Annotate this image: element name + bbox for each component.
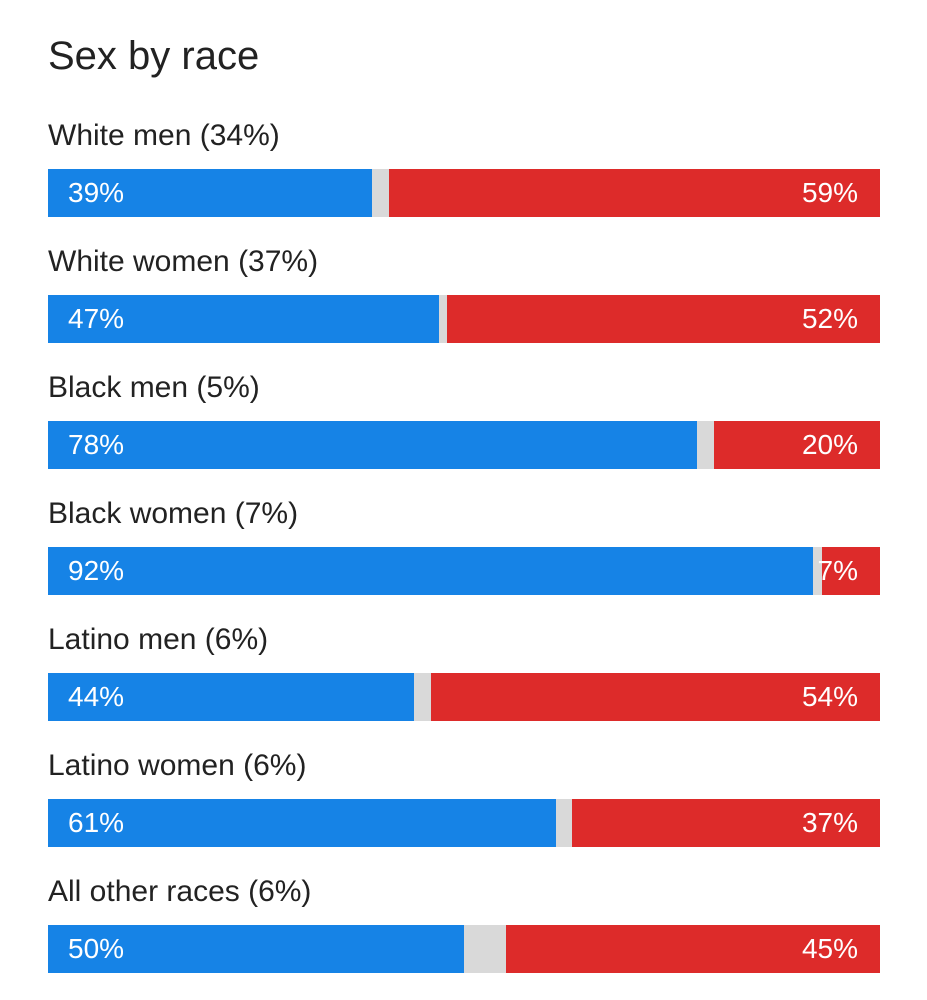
data-label-dem: 50% — [68, 933, 125, 964]
bar-segment-dem — [48, 547, 814, 595]
bar-segment-rep — [821, 547, 880, 595]
chart-title: Sex by race — [48, 34, 260, 78]
bar-segment-dem — [48, 295, 440, 343]
category-label: Black women (7%) — [48, 497, 299, 530]
bar-track: 50% 45% — [48, 925, 880, 973]
bar-segment-rep — [430, 673, 880, 721]
category-label: White women (37%) — [48, 245, 319, 278]
bar-segment-dem — [48, 799, 556, 847]
bar-track: 44% 54% — [48, 673, 880, 721]
data-label-rep: 52% — [801, 303, 858, 334]
category-label: Latino women (6%) — [48, 749, 307, 782]
bar-segment-rep — [713, 421, 880, 469]
data-label-dem: 47% — [68, 303, 125, 334]
category-label: Black men (5%) — [48, 371, 260, 404]
data-label-rep: 45% — [801, 933, 858, 964]
data-label-dem: 39% — [68, 177, 125, 208]
bar-track: 39% 59% — [48, 169, 880, 217]
data-label-rep: 54% — [801, 681, 858, 712]
bar-segment-dem — [48, 925, 464, 973]
bar-segment-rep — [572, 799, 880, 847]
bar-segment-rep — [389, 169, 880, 217]
bar-segment-dem — [48, 673, 415, 721]
data-label-rep: 20% — [801, 429, 858, 460]
bar-track: 61% 37% — [48, 799, 880, 847]
data-label-rep: 37% — [801, 807, 858, 838]
bar-track: 92% 7% — [48, 547, 880, 595]
data-label-rep: 59% — [801, 177, 858, 208]
bar-segment-dem — [48, 421, 697, 469]
data-label-dem: 78% — [68, 429, 125, 460]
data-label-dem: 92% — [68, 555, 125, 586]
data-label-rep: 7% — [817, 555, 858, 586]
data-label-dem: 44% — [68, 681, 125, 712]
bar-track: 78% 20% — [48, 421, 880, 469]
category-label: White men (34%) — [48, 119, 280, 152]
bar-segment-dem — [48, 169, 373, 217]
bar-track: 47% 52% — [48, 295, 880, 343]
category-label: Latino men (6%) — [48, 623, 269, 656]
bar-segment-rep — [447, 295, 880, 343]
bar-segment-rep — [505, 925, 880, 973]
category-label: All other races (6%) — [48, 875, 312, 908]
data-label-dem: 61% — [68, 807, 125, 838]
